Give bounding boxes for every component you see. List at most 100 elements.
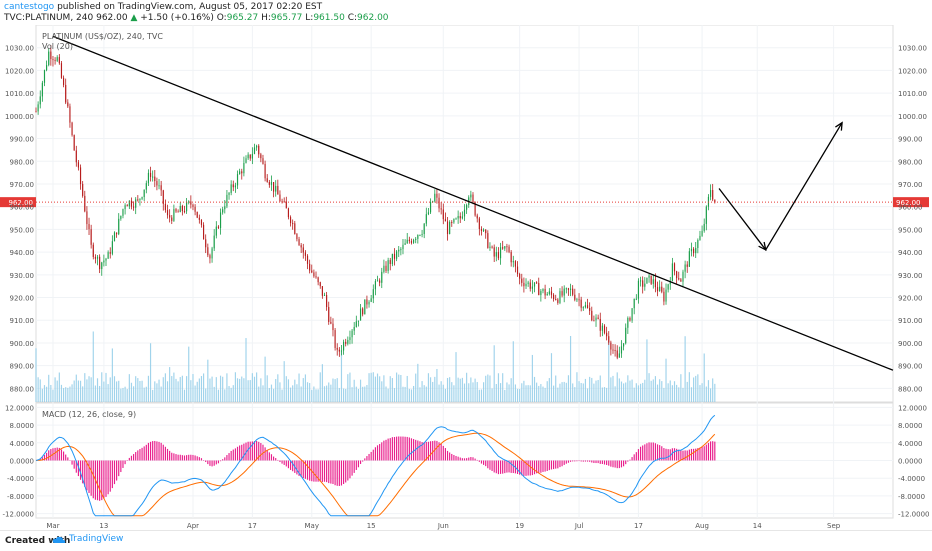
candle-body bbox=[284, 201, 285, 202]
candle-body bbox=[445, 219, 446, 221]
volume-bar bbox=[655, 376, 656, 402]
y-tick-label-left: 930.00 bbox=[10, 272, 35, 280]
volume-bar bbox=[71, 384, 72, 402]
candle-body bbox=[167, 210, 168, 215]
candle-body bbox=[390, 260, 391, 264]
volume-bar bbox=[269, 388, 270, 402]
macd-tick-label-left: -4.0000 bbox=[7, 475, 34, 483]
volume-bar bbox=[653, 379, 654, 402]
volume-bar bbox=[368, 373, 369, 402]
candle-body bbox=[40, 96, 41, 104]
candle-body bbox=[604, 326, 605, 333]
candle-body bbox=[568, 288, 569, 290]
macd-histogram-bar bbox=[237, 447, 238, 461]
volume-bar bbox=[593, 384, 594, 402]
macd-histogram-bar bbox=[466, 458, 467, 460]
volume-bar bbox=[699, 385, 700, 402]
candle-body bbox=[341, 350, 342, 351]
volume-bar bbox=[576, 372, 577, 402]
candle-body bbox=[326, 295, 327, 307]
macd-histogram-bar bbox=[154, 441, 155, 461]
volume-bar bbox=[500, 383, 501, 402]
pane-labels: PLATINUM (US$/OZ), 240, TVC Vol (20) MAC… bbox=[42, 32, 163, 419]
volume-bar bbox=[315, 389, 316, 402]
macd-histogram-bar bbox=[570, 461, 571, 462]
macd-histogram-bar bbox=[424, 442, 425, 460]
macd-histogram-bar bbox=[665, 449, 666, 461]
volume-bar bbox=[651, 381, 652, 402]
volume-bar bbox=[678, 387, 679, 402]
candle-body bbox=[354, 327, 355, 331]
candle-body bbox=[553, 295, 554, 299]
publish-line: cantestogo published on TradingView.com,… bbox=[4, 2, 928, 13]
candle-body bbox=[494, 247, 495, 256]
candle-body bbox=[409, 240, 410, 241]
volume-bar bbox=[305, 374, 306, 402]
volume-bar bbox=[602, 387, 603, 402]
volume-bar bbox=[373, 372, 374, 402]
candle-body bbox=[646, 278, 647, 284]
macd-histogram-bar bbox=[377, 445, 378, 460]
volume-bar bbox=[296, 384, 297, 402]
candle-body bbox=[436, 194, 437, 198]
candle-body bbox=[691, 249, 692, 251]
volume-bar bbox=[419, 387, 420, 402]
y-tick-label-left: 970.00 bbox=[10, 181, 35, 189]
macd-histogram-bar bbox=[523, 461, 524, 476]
candle-body bbox=[659, 287, 660, 291]
candle-body bbox=[470, 195, 471, 198]
macd-histogram-bar bbox=[464, 458, 465, 460]
macd-histogram-bar bbox=[651, 442, 652, 460]
volume-bar bbox=[528, 385, 529, 402]
macd-histogram-bar bbox=[644, 444, 645, 460]
y-tick-label-right: 900.00 bbox=[898, 340, 923, 348]
volume-bar bbox=[549, 378, 550, 402]
candle-body bbox=[460, 216, 461, 218]
macd-histogram-bar bbox=[167, 449, 168, 461]
candle-body bbox=[42, 83, 43, 97]
candle-body bbox=[555, 299, 556, 300]
volume-bar bbox=[487, 375, 488, 402]
volume-bar bbox=[644, 380, 645, 402]
volume-bar bbox=[40, 379, 41, 402]
volume-bar bbox=[511, 378, 512, 402]
candle-body bbox=[400, 249, 401, 250]
volume-bar bbox=[396, 373, 397, 402]
macd-histogram-bar bbox=[105, 461, 106, 497]
macd-histogram-bar bbox=[629, 460, 630, 461]
macd-histogram-bar bbox=[112, 461, 113, 489]
macd-histogram-bar bbox=[583, 461, 584, 462]
volume-bar bbox=[65, 387, 66, 402]
candle-body bbox=[129, 201, 130, 207]
y-tick-label-right: 960.00 bbox=[898, 204, 923, 212]
candle-body bbox=[182, 206, 183, 211]
macd-histogram-bar bbox=[269, 452, 270, 460]
candle-body bbox=[438, 198, 439, 209]
volume-bar bbox=[542, 387, 543, 402]
candle-body bbox=[105, 259, 106, 261]
y-tick-label-right: 940.00 bbox=[898, 249, 923, 257]
volume-bar bbox=[192, 374, 193, 402]
candle-body bbox=[103, 261, 104, 263]
macd-histogram-bar bbox=[224, 457, 225, 460]
candle-body bbox=[231, 184, 232, 193]
macd-tick-label-right: 4.0000 bbox=[898, 440, 923, 448]
tradingview-logo[interactable]: TradingView bbox=[52, 534, 123, 544]
candle-body bbox=[699, 236, 700, 240]
volume-bar bbox=[498, 373, 499, 402]
candle-body bbox=[76, 150, 77, 162]
volume-bar bbox=[260, 378, 261, 402]
candle-body bbox=[458, 216, 459, 218]
candle-body bbox=[328, 307, 329, 322]
volume-bar bbox=[303, 378, 304, 402]
volume-bar bbox=[472, 382, 473, 402]
footer: Created with TradingView bbox=[0, 530, 932, 551]
candle-body bbox=[536, 282, 537, 283]
volume-bar bbox=[290, 388, 291, 402]
volume-bar bbox=[133, 386, 134, 402]
author-link[interactable]: cantestogo bbox=[4, 2, 54, 12]
macd-histogram-bar bbox=[122, 461, 123, 468]
volume-bar bbox=[612, 376, 613, 402]
volume-bar bbox=[99, 386, 100, 402]
